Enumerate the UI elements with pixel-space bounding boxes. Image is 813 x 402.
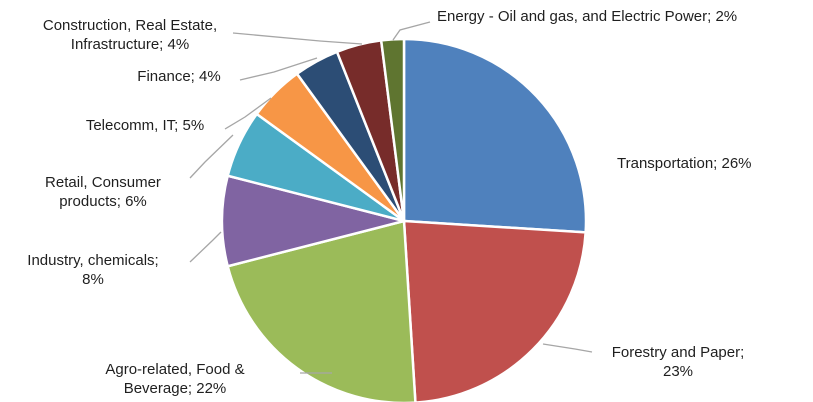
data-label-telecomm-it: Telecomm, IT; 5% (86, 117, 204, 134)
pie-slice-forestry-and-paper (402, 219, 587, 402)
leader-line-retail-consumer-products (189, 134, 234, 179)
data-label-line: 23% (663, 363, 693, 380)
data-label-line: Beverage; 22% (124, 380, 227, 397)
leader-lines (189, 21, 593, 374)
data-label-forestry-and-paper: Forestry and Paper; 23% (612, 344, 745, 380)
pie-slice-industry-chemicals (220, 174, 406, 268)
data-label-line: Finance; 4% (137, 68, 220, 85)
leader-line-telecomm-it (224, 97, 272, 130)
data-label-line: Energy - Oil and gas, and Electric Power… (437, 8, 737, 25)
data-label-line: Industry, chemicals; (27, 252, 158, 269)
data-label-line: Infrastructure; 4% (71, 36, 189, 53)
leader-line-finance (239, 57, 318, 81)
leader-line-construction-real-estate-infrastructure (232, 32, 363, 45)
data-label-line: Forestry and Paper; (612, 344, 745, 361)
data-label-line: 8% (82, 271, 104, 288)
data-label-retail-consumer-products: Retail, Consumer products; 6% (45, 174, 161, 210)
data-label-construction-real-estate-infrastructure: Construction, Real Estate, Infrastructure… (43, 17, 217, 53)
data-labels: Transportation; 26% Forestry and Paper; 23… (27, 8, 751, 397)
leader-line-forestry-and-paper (542, 343, 593, 353)
data-label-line: Agro-related, Food & (105, 361, 244, 378)
data-label-transportation: Transportation; 26% (617, 155, 752, 172)
pie-slice-transportation (402, 37, 588, 234)
pie-slices (220, 37, 588, 402)
data-label-line: Telecomm, IT; 5% (86, 117, 204, 134)
data-label-finance: Finance; 4% (137, 68, 220, 85)
data-label-agro-related-food-beverage: Agro-related, Food & Beverage; 22% (105, 361, 244, 397)
data-label-line: Retail, Consumer (45, 174, 161, 191)
pie-slice-energy-oil-and-gas-and-electric-power (379, 37, 406, 223)
data-label-line: Construction, Real Estate, (43, 17, 217, 34)
data-label-industry-chemicals: Industry, chemicals; 8% (27, 252, 158, 288)
data-label-line: Transportation; 26% (617, 155, 752, 172)
pie-slice-agro-related-food-beverage (226, 219, 417, 402)
data-label-line: products; 6% (59, 193, 147, 210)
leader-line-energy-oil-and-gas-and-electric-power (392, 21, 431, 41)
leader-line-industry-chemicals (189, 231, 222, 263)
data-label-energy-oil-and-gas-and-electric-power: Energy - Oil and gas, and Electric Power… (437, 8, 737, 25)
